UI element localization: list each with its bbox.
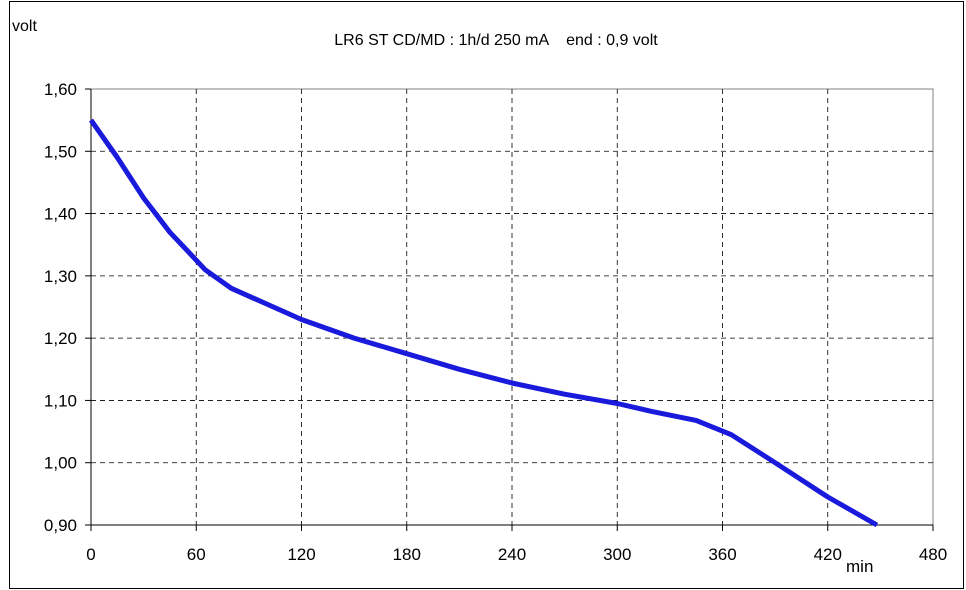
x-tick-label: 120	[287, 545, 315, 564]
y-tick-label: 1,20	[44, 329, 77, 348]
x-tick-label: 60	[187, 545, 206, 564]
series-layer	[88, 118, 879, 528]
tick-labels: 0 60 120 180 240 300 360 420 480 0,90 1,00 1,10 1,20…	[44, 80, 947, 564]
x-axis-label: min	[846, 557, 873, 576]
series-line	[88, 118, 879, 528]
grid	[91, 89, 933, 525]
y-tick-label: 1,10	[44, 391, 77, 410]
x-tick-label: 180	[393, 545, 421, 564]
y-tick-label: 1,00	[44, 454, 77, 473]
chart-title: LR6 ST CD/MD : 1h/d 250 mA end : 0,9 vol…	[334, 32, 658, 49]
x-tick-label: 480	[919, 545, 947, 564]
x-tick-label: 420	[814, 545, 842, 564]
y-tick-label: 1,40	[44, 205, 77, 224]
axes	[85, 88, 934, 531]
y-tick-label: 1,60	[44, 80, 77, 99]
y-tick-label: 1,30	[44, 267, 77, 286]
y-axis-label: volt	[12, 18, 37, 35]
y-tick-label: 1,50	[44, 142, 77, 161]
y-tick-label: 0,90	[44, 516, 77, 535]
x-tick-label: 300	[603, 545, 631, 564]
x-tick-label: 0	[86, 545, 95, 564]
x-tick-label: 360	[708, 545, 736, 564]
x-tick-label: 240	[498, 545, 526, 564]
